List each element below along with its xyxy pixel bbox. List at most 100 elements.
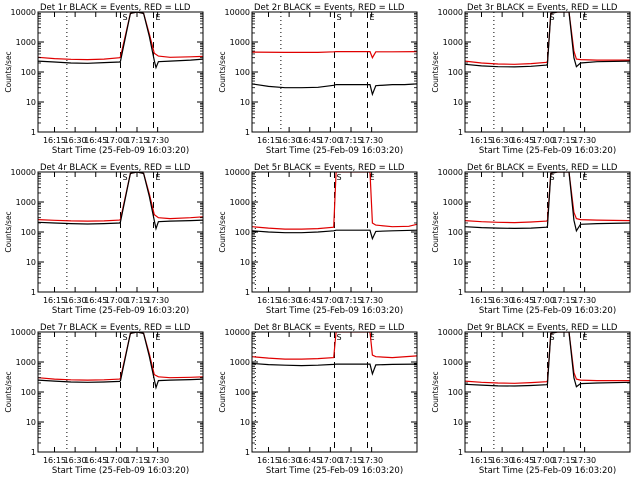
series-group [38, 172, 203, 231]
y-tick-label: 10000 [225, 8, 250, 17]
x-tick-label: 16:15 [257, 136, 280, 145]
y-tick-label: 1000 [230, 198, 250, 207]
x-tick-label: 16:45 [511, 136, 534, 145]
x-tick-label: 16:45 [298, 136, 321, 145]
marker-label: E [583, 173, 588, 182]
events-series-line [465, 12, 630, 68]
x-tick-label: 17:15 [339, 296, 362, 305]
x-tick-label: 17:30 [573, 296, 596, 305]
x-tick-label: 17:00 [532, 456, 555, 465]
x-axis-label: Start Time (25-Feb-09 16:03:20) [479, 466, 616, 476]
marker-label: S [550, 173, 555, 182]
events-series-line [38, 172, 203, 231]
y-tick-label: 10 [240, 418, 250, 427]
events-series-line [465, 332, 630, 388]
y-tick-label: 100 [21, 68, 36, 77]
y-tick-label: 100 [448, 68, 463, 77]
events-series-line [252, 229, 417, 241]
y-tick-label: 1000 [230, 38, 250, 47]
x-tick-label: 17:15 [552, 456, 575, 465]
x-tick-label: 17:00 [532, 136, 555, 145]
x-tick-label: 16:30 [278, 296, 301, 305]
marker-label: S [550, 333, 555, 342]
marker-label: E [583, 13, 588, 22]
x-axis-label: Start Time (25-Feb-09 16:03:20) [479, 146, 616, 156]
x-tick-label: 16:30 [64, 136, 87, 145]
marker-label: E [156, 173, 161, 182]
lld-series-line [252, 50, 417, 60]
y-tick-label: 1 [245, 288, 250, 297]
x-tick-label: 17:15 [552, 136, 575, 145]
panel-title: Det 1r BLACK = Events, RED = LLD [40, 3, 191, 13]
panel-title: Det 6r BLACK = Events, RED = LLD [467, 163, 618, 173]
x-tick-label: 16:30 [278, 136, 301, 145]
x-tick-label: 16:15 [43, 136, 66, 145]
y-tick-label: 100 [448, 388, 463, 397]
panel-title: Det 9r BLACK = Events, RED = LLD [467, 323, 618, 333]
y-tick-label: 1000 [16, 38, 36, 47]
series-group [38, 332, 203, 390]
y-tick-label: 100 [448, 228, 463, 237]
y-axis-label: Counts/sec [431, 211, 440, 252]
x-tick-label: 17:15 [125, 296, 148, 305]
marker-label: S [337, 13, 342, 22]
y-tick-label: 10000 [11, 8, 36, 17]
y-tick-label: 10 [453, 98, 463, 107]
y-tick-label: 1000 [443, 358, 463, 367]
y-axis-label: Counts/sec [218, 371, 227, 412]
y-tick-label: 1 [31, 448, 36, 457]
y-tick-label: 100 [235, 68, 250, 77]
y-tick-label: 10000 [11, 168, 36, 177]
y-tick-label: 100 [235, 388, 250, 397]
y-tick-label: 10000 [438, 168, 463, 177]
y-tick-label: 100 [21, 228, 36, 237]
x-tick-label: 17:15 [552, 296, 575, 305]
panel-title: Det 3r BLACK = Events, RED = LLD [467, 3, 618, 13]
events-series-line [252, 362, 417, 376]
marker-label: E [370, 13, 375, 22]
y-axis-label: Counts/sec [431, 51, 440, 92]
series-group [252, 172, 417, 241]
events-series-line [252, 83, 417, 97]
x-tick-label: 17:15 [125, 136, 148, 145]
panel-title: Det 7r BLACK = Events, RED = LLD [40, 323, 191, 333]
x-tick-label: 17:15 [125, 456, 148, 465]
x-tick-label: 17:00 [319, 136, 342, 145]
x-tick-label: 17:15 [339, 136, 362, 145]
marker-label: E [156, 13, 161, 22]
x-tick-label: 17:00 [105, 136, 128, 145]
x-tick-label: 17:30 [146, 136, 169, 145]
x-axis-label: Start Time (25-Feb-09 16:03:20) [479, 306, 616, 316]
x-tick-label: 17:30 [360, 456, 383, 465]
marker-label: E [370, 173, 375, 182]
panel-title: Det 5r BLACK = Events, RED = LLD [254, 163, 405, 173]
lld-series-line [252, 332, 417, 360]
y-tick-label: 100 [235, 228, 250, 237]
y-tick-label: 10000 [438, 8, 463, 17]
panel-title: Det 8r BLACK = Events, RED = LLD [254, 323, 405, 333]
marker-label: S [123, 13, 128, 22]
y-tick-label: 10 [453, 258, 463, 267]
x-tick-label: 17:30 [146, 456, 169, 465]
y-tick-label: 1000 [16, 198, 36, 207]
marker-label: E [370, 333, 375, 342]
panel-title: Det 4r BLACK = Events, RED = LLD [40, 163, 191, 173]
x-tick-label: 17:00 [532, 296, 555, 305]
y-tick-label: 10 [240, 258, 250, 267]
x-axis-label: Start Time (25-Feb-09 16:03:20) [52, 306, 189, 316]
x-tick-label: 17:30 [360, 136, 383, 145]
x-tick-label: 16:45 [84, 136, 107, 145]
x-tick-label: 16:30 [491, 456, 514, 465]
y-tick-label: 1 [31, 288, 36, 297]
y-tick-label: 100 [21, 388, 36, 397]
y-tick-label: 1 [245, 128, 250, 137]
y-axis-label: Counts/sec [4, 371, 13, 412]
